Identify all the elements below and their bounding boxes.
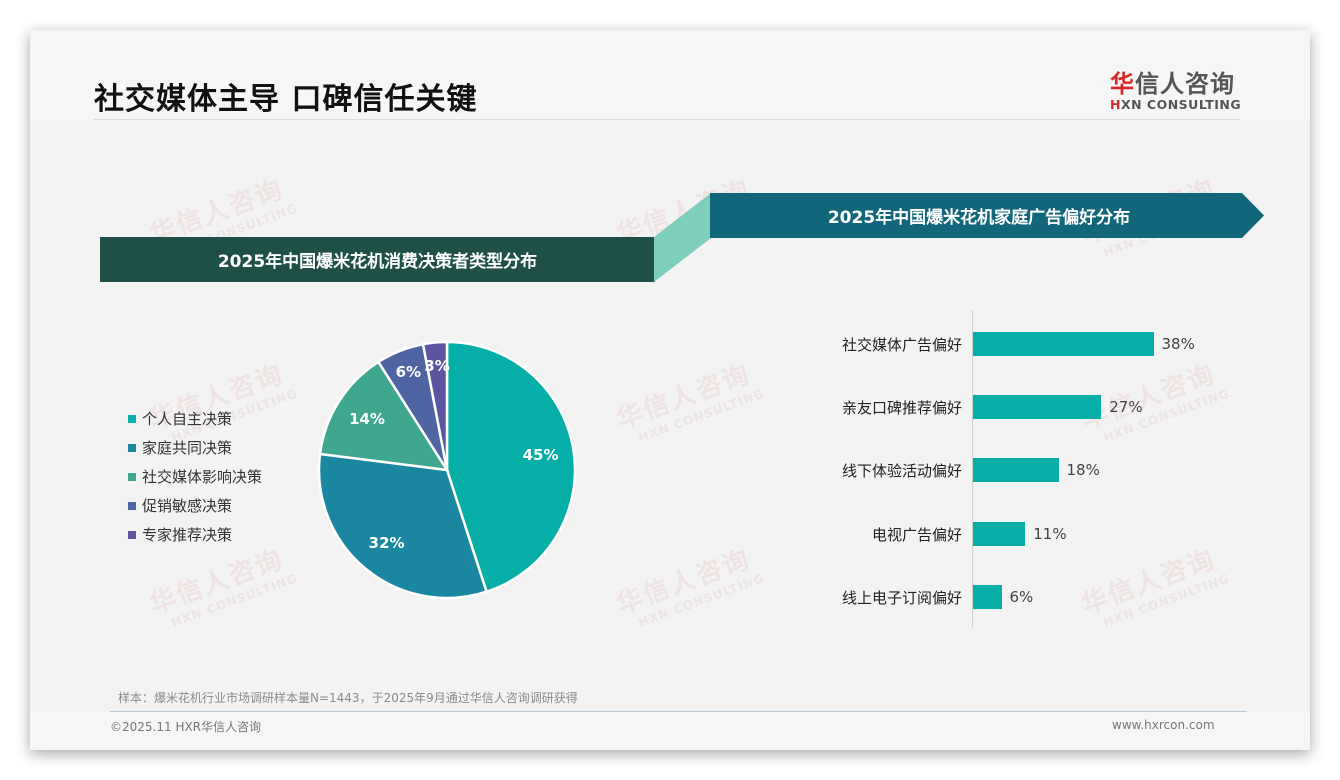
bar xyxy=(973,458,1059,483)
bar-category-label: 社交媒体广告偏好 xyxy=(841,336,962,354)
bar xyxy=(973,584,1002,609)
legend-label: 促销敏感决策 xyxy=(142,497,233,515)
watermark-en: HXN CONSULTING xyxy=(636,571,767,630)
logo-en-accent: H xyxy=(1110,97,1121,112)
header-band xyxy=(30,30,1310,120)
legend-item: 家庭共同决策 xyxy=(128,433,262,462)
bar-chart-title: 2025年中国爆米花机家庭广告偏好分布 xyxy=(827,208,1131,228)
bar xyxy=(973,521,1026,546)
watermark-cn: 华信人咨询 xyxy=(612,359,755,436)
pie-slice-label: 6% xyxy=(395,363,422,382)
pie-slice xyxy=(317,452,489,600)
bar-category-label: 电视广告偏好 xyxy=(871,525,962,544)
pie-chart-banner: 2025年中国爆米花机消费决策者类型分布 xyxy=(100,237,655,282)
bar-value-label: 38% xyxy=(1161,335,1195,353)
legend-swatch xyxy=(128,414,136,423)
banner-connector xyxy=(654,193,711,282)
legend-item: 社交媒体影响决策 xyxy=(128,462,262,491)
legend-swatch xyxy=(128,472,136,481)
watermark-en: HXN CONSULTING xyxy=(636,386,767,445)
bar-chart-banner: 2025年中国爆米花机家庭广告偏好分布 xyxy=(710,193,1264,238)
sample-note: 样本：爆米花机行业市场调研样本量N=1443，于2025年9月通过华信人咨询调研… xyxy=(118,691,578,705)
bar-chart: 社交媒体广告偏好 38% 亲友口碑推荐偏好 27% 线下体验活动偏好 18% 电视广告偏好 1… xyxy=(800,310,1280,630)
bar-category-label: 线下体验活动偏好 xyxy=(841,462,962,481)
logo-english: HXN CONSULTING xyxy=(1110,97,1241,112)
bar xyxy=(973,332,1154,356)
bar xyxy=(973,395,1102,420)
legend-label: 个人自主决策 xyxy=(142,410,233,428)
pie-slice xyxy=(318,360,450,472)
company-logo: 华信人咨询 HXN CONSULTING xyxy=(1110,64,1241,112)
logo-chinese: 华信人咨询 xyxy=(1110,64,1241,99)
legend-swatch xyxy=(128,443,136,452)
pie-slice-label: 45% xyxy=(522,446,559,465)
header-divider xyxy=(94,119,1240,120)
pie-legend: 个人自主决策 家庭共同决策社交媒体影响决策 促销敏感决策 专家推荐决策 xyxy=(128,404,262,549)
pie-slice-label: 3% xyxy=(424,356,450,375)
legend-label: 专家推荐决策 xyxy=(142,526,233,544)
bar-category-label: 线上电子订阅偏好 xyxy=(841,588,962,607)
website-link[interactable]: www.hxrcon.com xyxy=(1112,718,1215,732)
pie-slice xyxy=(421,340,449,471)
legend-label: 家庭共同决策 xyxy=(142,439,233,457)
copyright-text: ©2025.11 HXR华信人咨询 xyxy=(110,720,262,734)
arrow-banner-shape xyxy=(710,193,1264,238)
logo-cn-accent: 华 xyxy=(1110,70,1135,98)
logo-cn-text: 信人咨询 xyxy=(1135,70,1235,98)
bar-value-label: 27% xyxy=(1109,398,1143,417)
bar-value-label: 11% xyxy=(1033,524,1067,543)
legend-item: 个人自主决策 xyxy=(128,404,262,433)
watermark-en: HXN CONSULTING xyxy=(169,571,300,630)
bar-value-label: 18% xyxy=(1066,461,1100,480)
pie-slice-label: 32% xyxy=(368,533,405,552)
footer-divider xyxy=(110,711,1247,712)
bar-category-label: 亲友口碑推荐偏好 xyxy=(841,399,962,418)
footer-band xyxy=(30,712,1310,750)
pie-slice xyxy=(445,340,577,594)
watermark-cn: 华信人咨询 xyxy=(612,544,755,621)
bar-value-label: 6% xyxy=(1009,587,1034,606)
bar-axis-line xyxy=(972,310,973,628)
pie-slice-label: 14% xyxy=(349,410,385,429)
legend-label: 社交媒体影响决策 xyxy=(142,468,263,486)
legend-swatch xyxy=(128,501,136,510)
watermark-cn: 华信人咨询 xyxy=(145,544,288,621)
legend-swatch xyxy=(128,530,136,539)
pie-chart-title: 2025年中国爆米花机消费决策者类型分布 xyxy=(217,252,538,272)
legend-item: 专家推荐决策 xyxy=(128,520,262,549)
pie-svg xyxy=(317,340,577,600)
pie-chart: 45% 32% 14% 6% 3% xyxy=(317,340,577,600)
legend-item: 促销敏感决策 xyxy=(128,491,262,520)
logo-en-text: XN CONSULTING xyxy=(1120,97,1242,112)
page-title: 社交媒体主导 口碑信任关键 xyxy=(94,82,478,117)
